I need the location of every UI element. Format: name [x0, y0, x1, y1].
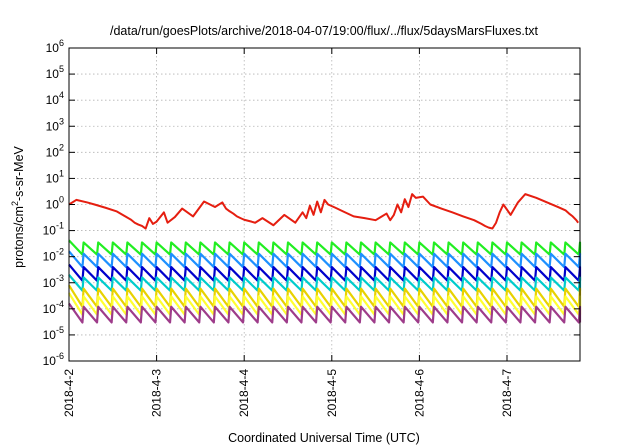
y-tick-label: 10-2: [43, 247, 64, 264]
y-axis-label-post: -s-sr-MeV: [12, 145, 26, 201]
y-tick-labels: 10-6 10-5 10-4 10-3 10-2 10-1 100 101 102 103 104 1…: [43, 38, 64, 368]
y-tick-label: 10-3: [43, 273, 64, 290]
plot-frame: [68, 47, 581, 362]
y-tick-label: 10-4: [43, 299, 64, 316]
x-tick-label: 2018-4-5: [325, 369, 339, 417]
y-axis-label-pre: protons/cm: [12, 206, 26, 268]
band-series-3: [68, 263, 582, 282]
x-tick-label: 2018-4-7: [500, 369, 514, 417]
y-tick-label: 102: [46, 142, 64, 159]
y-axis-label-sup: 2: [10, 201, 20, 206]
y-tick-label: 104: [46, 90, 64, 107]
band-series-7: [68, 302, 582, 324]
x-axis-label: Coordinated Universal Time (UTC): [228, 431, 420, 445]
y-tick-label: 103: [46, 116, 64, 133]
y-tick-label: 101: [46, 168, 64, 185]
plot-border: [68, 47, 581, 362]
band-series-1: [68, 239, 582, 256]
series-layer: [68, 193, 582, 324]
y-tick-label: 106: [46, 38, 64, 55]
y-tick-label: 10-6: [43, 351, 64, 368]
y-axis-label: protons/cm2-s-sr-MeV: [10, 145, 26, 267]
x-tick-label: 2018-4-2: [62, 369, 76, 417]
y-tick-label: 10-5: [43, 325, 64, 342]
x-tick-label: 2018-4-6: [412, 369, 426, 417]
chart-title: /data/run/goesPlots/archive/2018-04-07/1…: [110, 24, 539, 38]
band-series-2: [68, 250, 582, 269]
y-tick-label: 105: [46, 64, 64, 81]
x-tick-label: 2018-4-4: [237, 369, 251, 417]
series-1-line: [68, 193, 579, 230]
y-tick-label: 100: [46, 195, 64, 212]
x-tick-label: 2018-4-3: [150, 369, 164, 417]
y-tick-label: 10-1: [43, 221, 64, 238]
x-tick-labels: 2018-4-2 2018-4-3 2018-4-4 2018-4-5 2018-4-6…: [62, 369, 514, 417]
